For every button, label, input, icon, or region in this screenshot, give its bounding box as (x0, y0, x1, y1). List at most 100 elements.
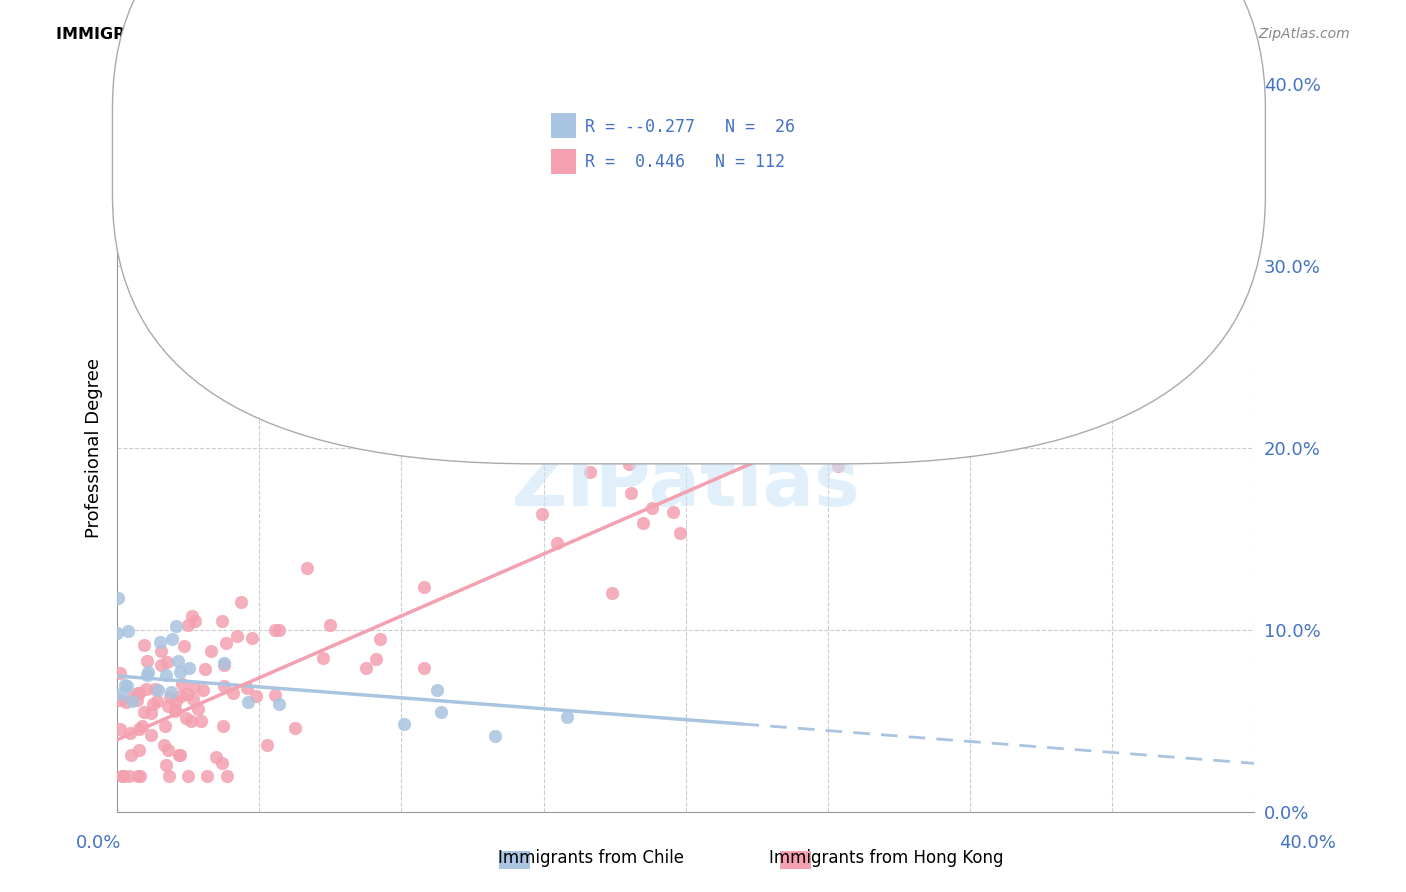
Point (159, 684, 181, 698)
Point (184, 614, 207, 628)
Point (214, 658, 236, 673)
Point (127, 769, 149, 783)
Point (907, 330, 929, 344)
Point (156, 655, 179, 669)
Point (211, 614, 233, 628)
Point (413, 580, 436, 594)
Point (215, 636, 238, 650)
Text: IMMIGRANTS FROM CHILE VS IMMIGRANTS FROM HONG KONG PROFESSIONAL DEGREE CORRELATI: IMMIGRANTS FROM CHILE VS IMMIGRANTS FROM… (56, 27, 1036, 42)
Point (312, 651, 335, 665)
Point (1083, 311, 1105, 326)
Point (111, 769, 134, 783)
Point (319, 617, 342, 632)
Point (827, 459, 849, 474)
Point (231, 595, 253, 609)
Point (1018, 409, 1040, 424)
Point (641, 501, 664, 516)
Point (142, 697, 165, 711)
Text: R = --0.277   N =  26: R = --0.277 N = 26 (585, 118, 794, 136)
Point (146, 683, 169, 698)
Point (117, 624, 139, 638)
Point (236, 695, 259, 709)
Point (155, 719, 177, 733)
Point (671, 409, 693, 423)
Point (165, 694, 187, 708)
Point (673, 425, 696, 440)
Point (152, 738, 174, 752)
Point (167, 654, 190, 668)
Point (115, 679, 138, 693)
Point (149, 635, 172, 649)
Point (368, 632, 391, 647)
Point (127, 686, 149, 700)
Text: Immigrants from Hong Kong: Immigrants from Hong Kong (769, 849, 1002, 867)
Point (1159, 274, 1181, 288)
Point (108, 665, 131, 680)
Point (136, 665, 159, 679)
Point (215, 769, 238, 783)
Point (135, 681, 157, 696)
Point (555, 710, 578, 724)
Point (128, 743, 150, 757)
Point (181, 608, 204, 623)
Point (426, 683, 449, 698)
Point (1167, 282, 1189, 296)
Point (245, 689, 267, 703)
Point (211, 756, 233, 770)
Point (150, 643, 173, 657)
Point (200, 643, 222, 657)
Point (180, 714, 202, 728)
Point (617, 457, 640, 471)
Point (169, 748, 191, 763)
Point (212, 656, 235, 670)
Point (295, 561, 318, 575)
Point (125, 693, 148, 707)
Point (256, 738, 278, 752)
Point (177, 769, 200, 783)
Point (264, 688, 287, 702)
Point (169, 665, 191, 679)
Point (240, 632, 263, 646)
Point (128, 686, 150, 700)
Point (194, 662, 217, 676)
Point (174, 711, 197, 725)
Point (392, 717, 415, 731)
Point (1088, 276, 1111, 290)
Point (108, 722, 131, 736)
Point (187, 702, 209, 716)
Point (620, 486, 643, 500)
Point (284, 721, 307, 735)
Point (236, 681, 259, 695)
Point (167, 747, 190, 762)
Point (173, 639, 195, 653)
Point (212, 679, 235, 693)
Point (121, 694, 143, 708)
Text: R =  0.446   N = 112: R = 0.446 N = 112 (585, 153, 785, 171)
Point (195, 769, 218, 783)
Point (941, 387, 963, 401)
Point (128, 723, 150, 737)
Point (165, 704, 187, 718)
Point (157, 769, 180, 783)
Point (139, 706, 162, 720)
Point (135, 668, 157, 682)
Point (170, 690, 193, 704)
Point (761, 448, 783, 462)
Point (430, 705, 453, 719)
Point (105, 626, 128, 640)
Point (668, 526, 690, 541)
Point (136, 654, 159, 668)
Point (131, 718, 153, 732)
Point (145, 694, 167, 708)
Point (121, 690, 143, 705)
Point (222, 686, 245, 700)
Point (412, 661, 434, 675)
Point (205, 750, 228, 764)
Point (484, 729, 506, 743)
Point (176, 687, 198, 701)
Point (128, 769, 150, 783)
Text: Immigrants from Chile: Immigrants from Chile (498, 849, 683, 867)
Text: 0.0%: 0.0% (76, 834, 121, 852)
Point (193, 682, 215, 697)
Point (107, 591, 129, 605)
